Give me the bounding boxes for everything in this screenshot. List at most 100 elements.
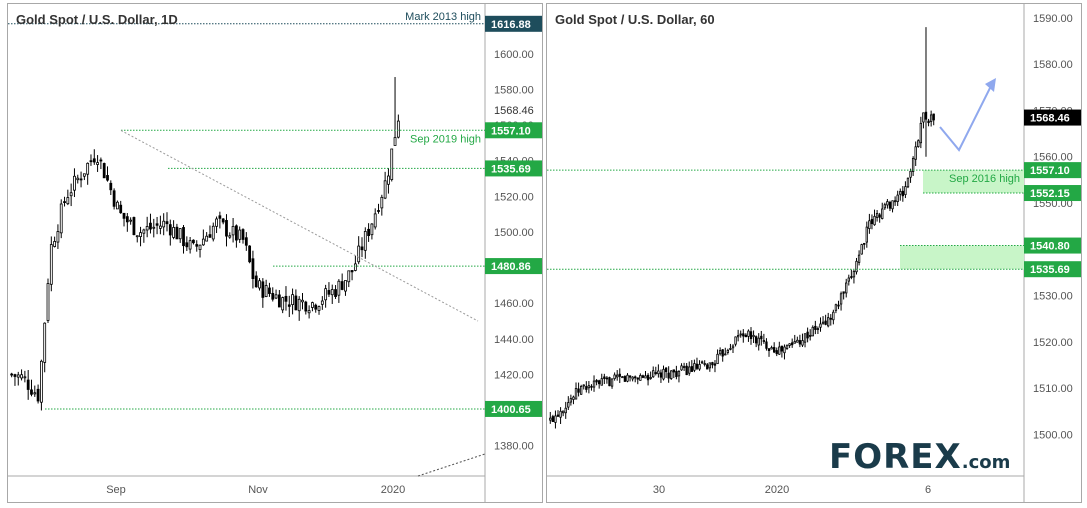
candle-body — [307, 310, 311, 314]
candle-body — [353, 263, 357, 271]
candle-body — [739, 333, 742, 336]
candle-body — [561, 410, 565, 414]
candle-body — [803, 333, 807, 343]
candle-body — [63, 201, 66, 203]
candle-body — [132, 217, 136, 236]
candle-body — [556, 414, 560, 417]
candle-body — [238, 229, 242, 240]
candle-body — [49, 244, 53, 285]
y-tick-label: 1520.00 — [494, 191, 534, 203]
candle-body — [23, 376, 27, 379]
hourly-chart-title: Gold Spot / U.S. Dollar, 60 — [555, 12, 715, 27]
candle-body — [277, 294, 281, 308]
y-tick-label: 1580.00 — [494, 84, 534, 96]
x-tick-label: Nov — [248, 484, 268, 496]
candle-body — [168, 224, 172, 236]
candle-body — [261, 281, 265, 298]
candle-body — [616, 374, 619, 378]
candle-body — [729, 348, 732, 350]
candle-body — [264, 285, 268, 297]
candle-body — [767, 348, 771, 352]
candle-body — [919, 122, 923, 144]
candle-body — [721, 349, 724, 357]
y-tick-label: 1560.00 — [1033, 152, 1073, 164]
candle-body — [155, 223, 159, 226]
candle-body — [360, 246, 364, 251]
candle-body — [791, 342, 794, 346]
candle-body — [783, 346, 786, 354]
candle-body — [798, 340, 802, 345]
candle-body — [248, 245, 252, 263]
candle-body — [320, 300, 324, 305]
candle-body — [698, 364, 701, 370]
candle-body — [911, 157, 915, 172]
candle-body — [396, 120, 400, 138]
candle-body — [569, 398, 573, 403]
candle-body — [857, 254, 861, 263]
candle-body — [119, 204, 123, 214]
candle-body — [814, 325, 817, 330]
candle-body — [165, 221, 169, 225]
candle-body — [205, 235, 209, 242]
candle-body — [554, 415, 557, 423]
candle-body — [228, 235, 232, 238]
candle-body — [827, 317, 830, 327]
candle-body — [211, 225, 215, 240]
candle-body — [780, 345, 784, 352]
candle-body — [82, 173, 86, 177]
candle-body — [43, 322, 47, 363]
level-price-label: 1616.88 — [491, 19, 531, 31]
candle-body — [845, 282, 848, 294]
level-price-tag — [485, 15, 542, 32]
level-price-label: 1557.10 — [1030, 165, 1070, 177]
candle-body — [670, 370, 673, 379]
candle-body — [76, 177, 80, 181]
level-price-tag — [1024, 162, 1081, 179]
candle-body — [53, 241, 57, 247]
candle-body — [254, 275, 258, 288]
daily-chart-svg: 1380.001400.001420.001440.001460.001480.… — [8, 4, 542, 502]
candle-body — [718, 350, 722, 355]
candle-body — [757, 337, 760, 346]
candle-body — [46, 283, 50, 321]
candle-body — [139, 232, 142, 237]
y-tick-label: 1440.00 — [494, 334, 534, 346]
candle-body — [96, 162, 99, 165]
candle-body — [736, 335, 740, 338]
candle-body — [749, 331, 753, 340]
candle-body — [59, 203, 63, 234]
level-price-tag — [1024, 185, 1081, 202]
candle-body — [304, 301, 308, 312]
candle-body — [873, 215, 876, 226]
level-price-label: 1535.69 — [1030, 264, 1070, 276]
candle-body — [672, 369, 675, 373]
candle-body — [883, 204, 886, 209]
candle-body — [932, 113, 935, 121]
candle-body — [893, 200, 897, 203]
candle-body — [677, 371, 681, 377]
candle-body — [40, 360, 43, 403]
candle-body — [175, 226, 179, 240]
candle-body — [695, 363, 699, 369]
candle-body — [765, 341, 768, 349]
candle-body — [182, 227, 185, 247]
candle-body — [891, 200, 894, 210]
candle-body — [387, 175, 390, 185]
candle-body — [347, 270, 351, 283]
candle-body — [649, 377, 652, 379]
candle-body — [788, 343, 791, 346]
candle-body — [610, 378, 614, 387]
candle-body — [377, 210, 380, 212]
candle-body — [914, 146, 917, 160]
level-annotation: Sep 2016 high — [949, 173, 1020, 185]
forex-logo: FOREX.com — [829, 440, 1010, 474]
candle-body — [10, 373, 14, 376]
y-tick-label: 1600.00 — [494, 49, 534, 61]
candle-body — [711, 362, 714, 366]
candle-body — [235, 225, 238, 241]
candle-body — [56, 231, 60, 243]
candle-body — [73, 175, 76, 191]
candle-body — [801, 340, 804, 346]
level-price-label: 1480.86 — [491, 261, 531, 273]
candle-body — [13, 374, 17, 377]
